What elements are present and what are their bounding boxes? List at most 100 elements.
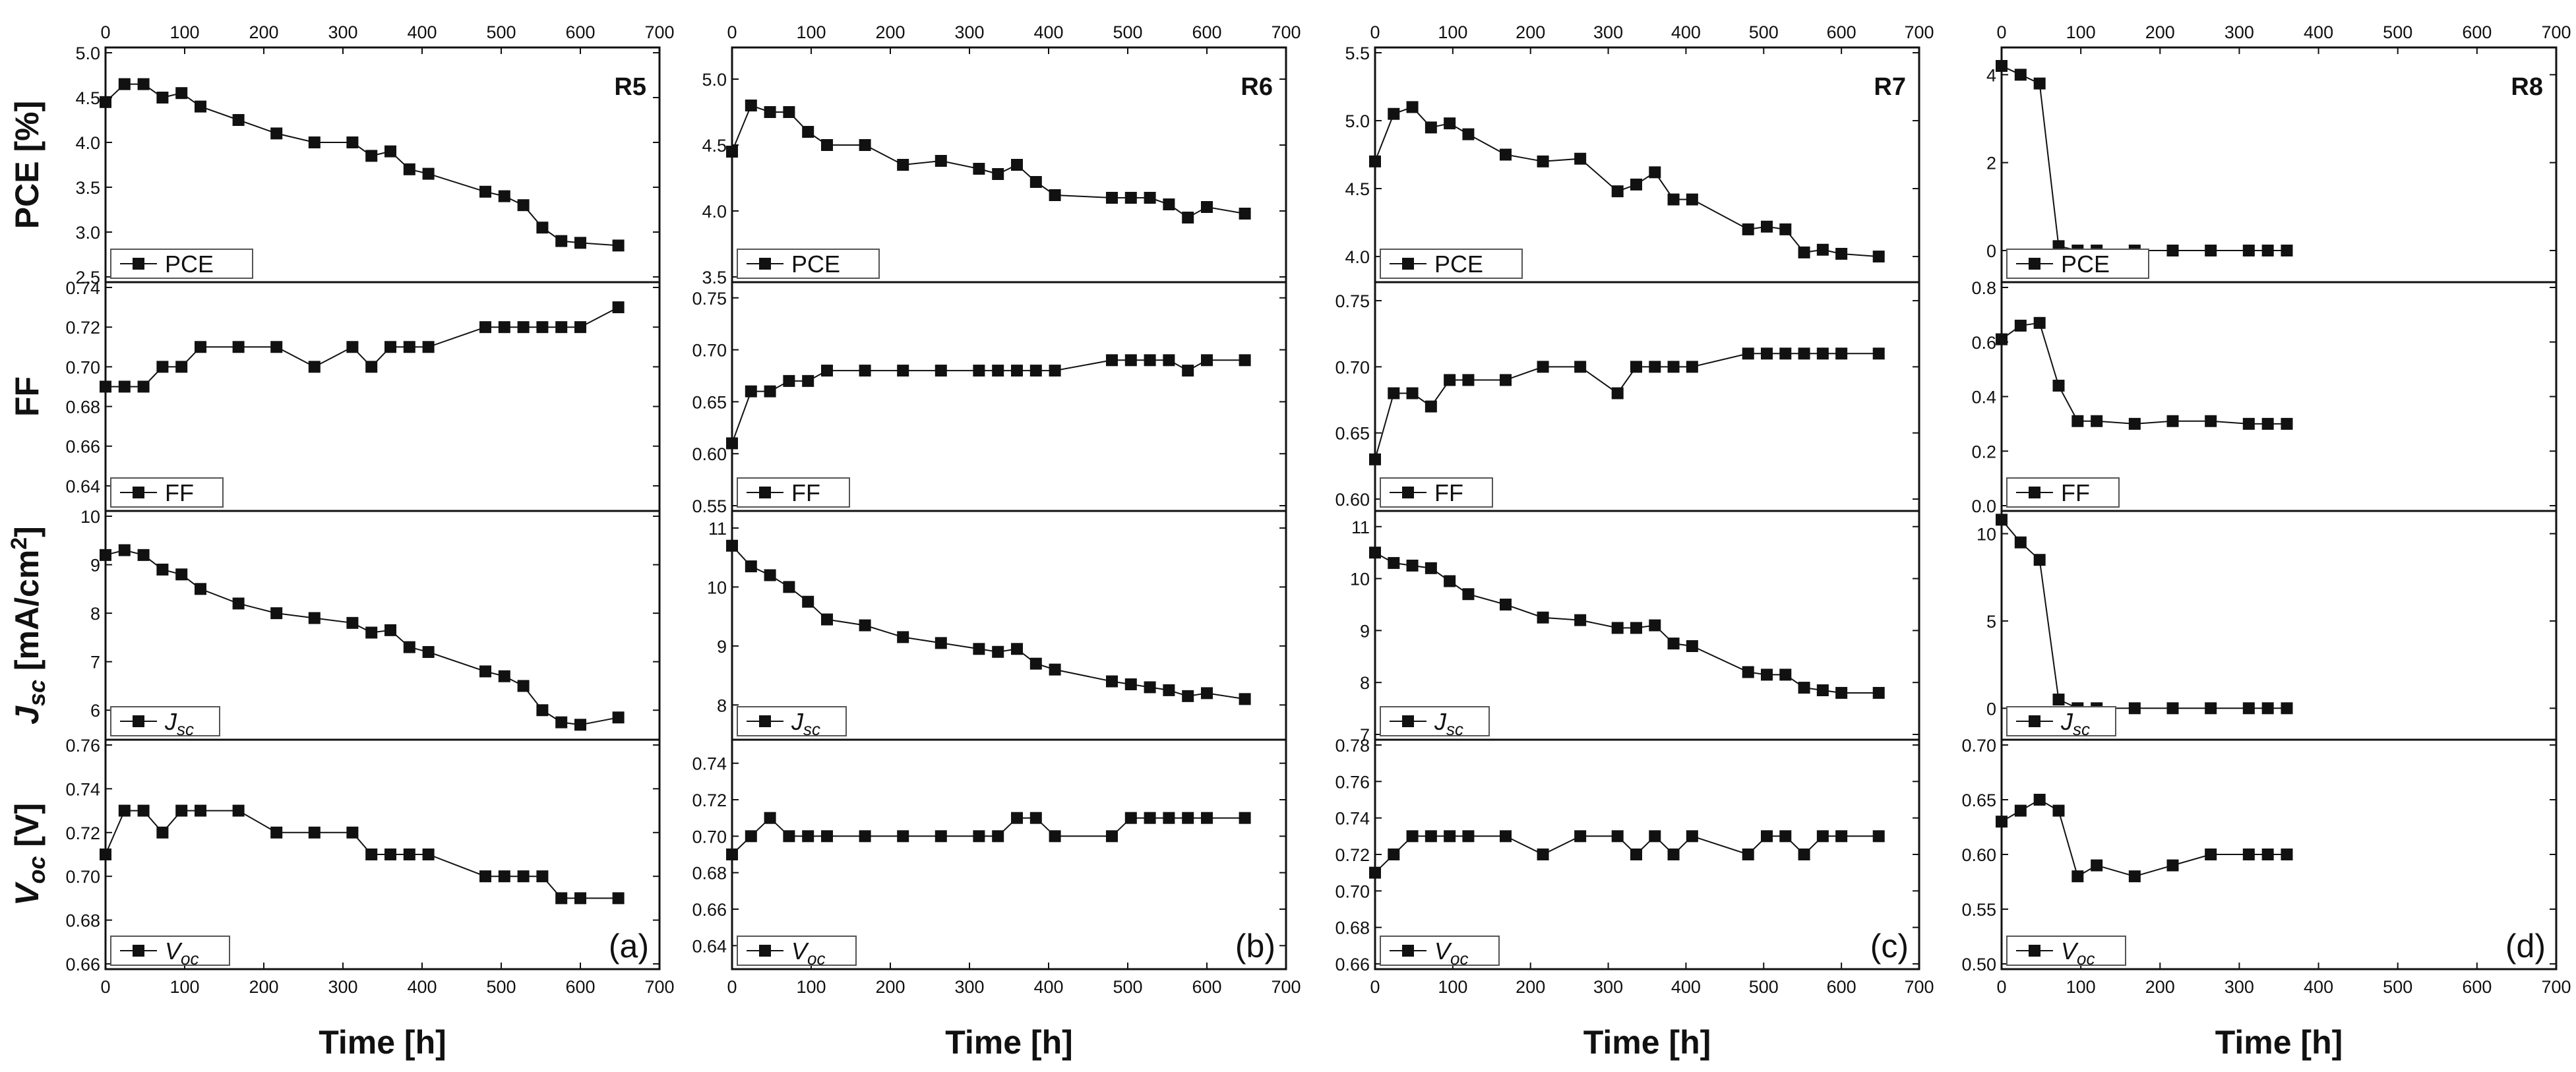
data-point (1611, 830, 1624, 843)
data-point (156, 361, 169, 373)
data-point (498, 190, 510, 202)
data-point (612, 892, 625, 905)
legend: Jsc (110, 706, 220, 739)
data-point (1106, 830, 1118, 843)
data-point (137, 804, 150, 817)
data-point (1163, 354, 1175, 367)
bottom-x-tick-label: 400 (2304, 977, 2333, 997)
top-x-tick-label: 500 (486, 22, 516, 42)
data-point (1798, 682, 1810, 694)
bottom-x-tick-label: 0 (100, 977, 110, 997)
data-point (1574, 152, 1587, 165)
data-point (175, 87, 188, 100)
data-point (612, 239, 625, 252)
data-point (1182, 690, 1194, 702)
data-point (2014, 69, 2027, 81)
data-point (1835, 247, 1848, 260)
legend-text: PCE (791, 251, 840, 278)
data-point (1124, 678, 1137, 690)
data-point (1182, 812, 1194, 824)
data-point (1835, 830, 1848, 843)
y-tick-label: 0 (1986, 241, 1996, 261)
data-point (1029, 657, 1042, 670)
y-tick-label: 10 (1977, 524, 1996, 544)
data-point (536, 321, 549, 334)
data-point (992, 365, 1004, 377)
x-axis-title: Time [h] (2215, 1024, 2343, 1061)
data-point (1761, 669, 1773, 681)
legend: PCE (737, 249, 880, 279)
data-point (992, 830, 1004, 843)
y-tick-label: 0.78 (1335, 736, 1370, 756)
data-point (175, 804, 188, 817)
y-tick-label: 11 (708, 519, 727, 539)
plot-r8-voc: 0.50 0.55 0.60 0.65 0.70 Voc (1961, 736, 2558, 974)
data-point (422, 645, 435, 658)
legend: FF (1380, 477, 1493, 508)
top-x-tick-label: 500 (1749, 22, 1779, 42)
data-point (1049, 663, 1061, 676)
top-x-tick-label: 100 (1438, 22, 1467, 42)
data-point (1630, 361, 1642, 373)
legend-text: Voc (1434, 938, 1468, 968)
data-point (100, 380, 111, 393)
y-tick-label: 0.68 (1335, 918, 1370, 938)
legend-text: Jsc (791, 708, 820, 739)
legend-text: FF (165, 479, 194, 506)
y-tick-label: 0.4 (1971, 388, 1996, 407)
top-x-tick-label: 300 (954, 22, 984, 42)
data-point (1798, 347, 1810, 360)
data-point (118, 544, 131, 556)
data-point (1201, 354, 1213, 367)
plot-r5-voc: 0.66 0.68 0.70 0.72 0.74 0.76 Voc Voc [V] (9, 736, 661, 974)
legend-box (737, 249, 880, 279)
data-point (479, 185, 491, 198)
y-axis-title-pce: PCE [%] (9, 101, 46, 229)
y-tick-label: 0.72 (1335, 845, 1370, 865)
y-tick-label: 3.0 (75, 223, 100, 243)
y-tick-label: 0.76 (1335, 772, 1370, 792)
y-tick-label: 0.70 (692, 827, 727, 847)
data-point (1201, 201, 1213, 213)
top-x-tick-label: 100 (169, 22, 199, 42)
data-point (2205, 415, 2217, 427)
y-tick-label: 4.0 (1345, 247, 1370, 267)
data-point (992, 168, 1004, 180)
data-point (2128, 870, 2141, 883)
data-point (2052, 379, 2065, 392)
series-line-jsc (731, 545, 1245, 700)
data-point (1761, 220, 1773, 233)
plot-frame (104, 281, 661, 512)
y-tick-label: 7 (90, 653, 100, 672)
data-point (308, 826, 321, 839)
data-point (2128, 702, 2141, 715)
data-point (1742, 347, 1754, 360)
data-point (935, 155, 947, 167)
y-tick-label: 0.65 (1335, 424, 1370, 444)
y-tick-label: 9 (1360, 621, 1370, 641)
data-point (1239, 354, 1251, 367)
bottom-x-tick-label: 700 (1904, 977, 1934, 997)
top-x-tick-label: 700 (2541, 22, 2571, 42)
data-point (384, 624, 396, 636)
data-point (1779, 669, 1792, 681)
legend: Jsc (737, 706, 847, 739)
y-tick-label: 4 (1986, 65, 1996, 85)
data-point (195, 341, 206, 353)
data-point (2261, 245, 2274, 256)
series-line-jsc (2001, 519, 2287, 709)
data-point (308, 136, 321, 148)
data-point (1500, 148, 1512, 161)
data-point (1182, 365, 1194, 377)
data-point (1124, 354, 1137, 367)
data-point (2014, 804, 2027, 817)
data-point (498, 321, 510, 334)
plot-r6-voc: 0.64 0.66 0.68 0.70 0.72 0.74 Voc (692, 738, 1287, 970)
data-point (764, 385, 776, 398)
data-point (1996, 816, 2008, 828)
data-point (2242, 702, 2255, 715)
data-point (2242, 849, 2255, 860)
top-x-tick-label: 200 (875, 22, 905, 42)
top-x-tick-label: 0 (1996, 22, 2006, 42)
